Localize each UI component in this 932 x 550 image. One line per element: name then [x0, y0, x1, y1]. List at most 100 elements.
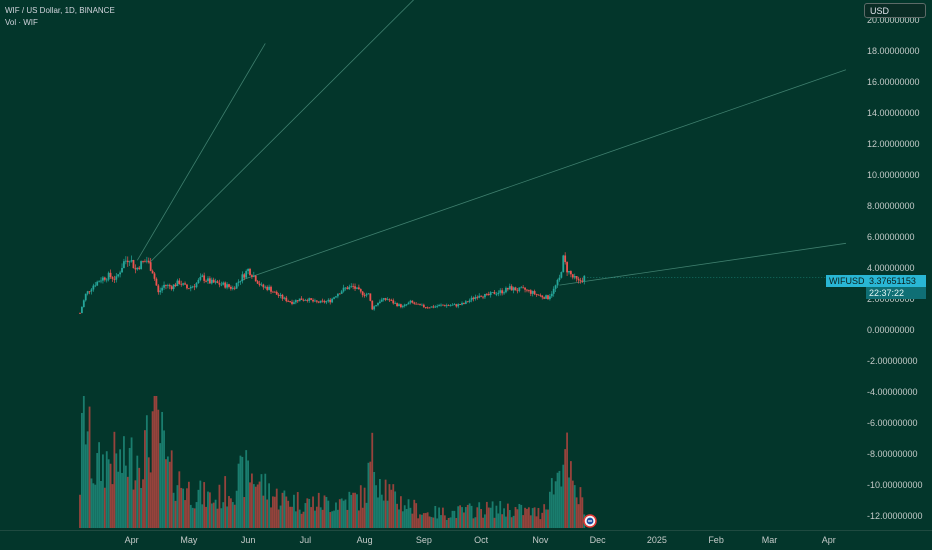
candle-body — [476, 296, 479, 298]
volume-bar — [166, 456, 169, 528]
candle-body — [512, 287, 515, 291]
candle-body — [166, 285, 169, 286]
candle-body — [218, 282, 221, 285]
volume-bar — [165, 459, 167, 528]
volume-bar — [495, 505, 498, 528]
dividend-flag-icon[interactable] — [583, 514, 597, 528]
volume-bar — [273, 496, 276, 528]
candle-body — [254, 275, 257, 282]
volume-bar — [499, 501, 502, 528]
volume-bar — [205, 506, 207, 528]
candle-body — [484, 293, 486, 298]
volume-bar — [367, 462, 370, 528]
volume-bar — [331, 511, 334, 528]
y-tick-label: 20.00000000 — [867, 15, 920, 25]
volume-bar — [357, 510, 360, 528]
candle-body — [208, 278, 211, 284]
trendline[interactable] — [240, 69, 847, 281]
trendline[interactable] — [148, 0, 436, 264]
candle-body — [548, 296, 551, 300]
volume-bar — [84, 444, 87, 528]
volume-bar — [478, 502, 481, 528]
volume-bar — [361, 507, 364, 528]
candle-body — [109, 272, 112, 278]
volume-bar — [182, 488, 185, 528]
candle-body — [184, 283, 186, 285]
volume-bar — [231, 502, 234, 528]
candle-body — [231, 287, 234, 289]
candle-body — [136, 267, 139, 270]
volume-bar — [472, 518, 475, 528]
volume-bar — [428, 516, 431, 528]
candle-body — [102, 277, 104, 281]
candle-body — [252, 275, 255, 277]
volume-bar — [438, 507, 441, 528]
volume-bar — [130, 437, 133, 528]
volume-bar — [281, 492, 284, 528]
candle-body — [270, 286, 272, 292]
volume-bar — [329, 512, 332, 528]
volume-legend[interactable]: Vol · WIF — [5, 18, 38, 27]
volume-bar — [310, 507, 313, 528]
volume-bar — [575, 497, 578, 528]
price-axis[interactable]: 20.00000000 18.00000000 16.00000000 14.0000… — [860, 0, 932, 530]
volume-bar — [264, 473, 267, 528]
volume-bar — [159, 443, 162, 528]
volume-bar — [392, 484, 395, 528]
symbol-legend[interactable]: WIF / US Dollar, 1D, BINANCE — [5, 6, 115, 15]
volume-bar — [266, 499, 269, 528]
candle-body — [266, 286, 269, 290]
candle-body — [216, 281, 219, 283]
candle-body — [424, 307, 427, 308]
candle-body — [79, 313, 81, 314]
volume-bar — [226, 506, 228, 528]
candle-body — [491, 292, 494, 293]
x-tick-label: Aug — [357, 535, 373, 545]
candle-body — [186, 284, 188, 289]
candle-body — [239, 281, 242, 282]
candle-body — [142, 261, 144, 262]
volume-bar — [90, 478, 93, 528]
candle-body — [474, 296, 477, 299]
volume-bar — [140, 487, 143, 528]
currency-button[interactable]: USD — [864, 3, 926, 18]
volume-bar — [155, 396, 158, 528]
volume-bar — [545, 509, 547, 528]
candle-body — [421, 304, 423, 306]
volume-bar — [503, 508, 505, 528]
candle-body — [539, 295, 542, 297]
volume-bar — [388, 484, 391, 528]
candle-body — [287, 301, 290, 302]
candle-body — [140, 261, 143, 269]
candle-body — [321, 300, 324, 302]
candle-body — [289, 301, 292, 303]
candle-body — [466, 301, 469, 303]
time-axis[interactable]: Apr May Jun Jul Aug Sep Oct Nov Dec 2025 Feb Mar Apr — [0, 530, 932, 546]
volume-bar — [294, 511, 297, 528]
candle-body — [526, 289, 528, 291]
candle-body — [346, 287, 349, 290]
volume-bar — [422, 513, 425, 528]
volume-bar — [126, 476, 129, 528]
volume-bar — [342, 500, 345, 528]
candle-body — [145, 260, 148, 262]
volume-bar — [245, 450, 248, 528]
candle-body — [226, 284, 228, 288]
candle-body — [558, 277, 561, 280]
candle-body — [81, 307, 83, 314]
trendline[interactable] — [559, 242, 847, 286]
y-tick-label: 0.00000000 — [867, 325, 915, 335]
x-tick-label: Feb — [708, 535, 724, 545]
trendlines[interactable] — [136, 0, 847, 286]
candle-body — [570, 271, 572, 275]
candle-body — [157, 285, 160, 293]
volume-bar — [113, 431, 116, 528]
candle-body — [371, 300, 374, 310]
volume-bar — [153, 396, 156, 528]
trendline[interactable] — [136, 43, 266, 261]
volume-bar — [149, 472, 152, 528]
volume-bar — [384, 479, 387, 528]
volume-bar — [451, 510, 454, 528]
candle-body — [577, 278, 580, 281]
